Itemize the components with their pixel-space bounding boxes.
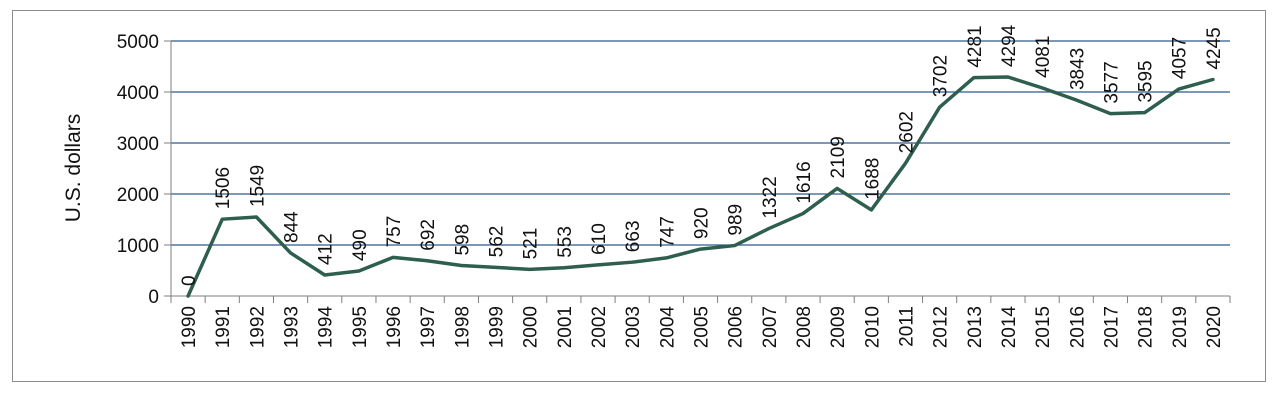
data-label-1990: 0	[179, 275, 200, 286]
data-label-2008: 1616	[794, 161, 815, 203]
x-tick-label-2006: 2006	[726, 306, 747, 348]
data-label-2007: 1322	[760, 176, 781, 218]
y-tick-label-3000: 3000	[117, 134, 159, 155]
data-label-2001: 553	[555, 226, 576, 258]
x-tick-label-2017: 2017	[1101, 306, 1122, 348]
x-tick-label-2001: 2001	[555, 306, 576, 348]
x-tick-label-2013: 2013	[965, 306, 986, 348]
data-label-1994: 412	[316, 233, 337, 265]
x-tick-label-2012: 2012	[931, 306, 952, 348]
x-tick-label-1993: 1993	[282, 306, 303, 348]
data-label-2009: 2109	[828, 136, 849, 178]
data-label-1997: 692	[418, 219, 439, 251]
y-tick-label-0: 0	[148, 287, 159, 308]
data-label-2020: 4245	[1204, 27, 1225, 69]
x-tick-label-1990: 1990	[179, 306, 200, 348]
x-tick-label-2005: 2005	[692, 306, 713, 348]
data-labels: 0 1506 1549 844 412 490 757 692 598 562 521 553 610 6…	[179, 24, 1225, 286]
data-label-1995: 490	[350, 229, 371, 261]
y-axis-label: U.S. dollars	[62, 114, 85, 223]
x-tick-label-2004: 2004	[657, 306, 678, 349]
y-tick-label-4000: 4000	[117, 83, 159, 104]
data-label-1992: 1549	[247, 165, 268, 207]
x-tick-label-1999: 1999	[487, 306, 508, 348]
data-label-1998: 598	[452, 224, 473, 256]
data-label-2016: 3843	[1067, 48, 1088, 90]
x-tick-label-2010: 2010	[862, 306, 883, 348]
data-label-1999: 562	[487, 226, 508, 258]
data-label-2000: 521	[521, 228, 542, 260]
x-tick-label-1998: 1998	[452, 306, 473, 348]
x-tick-label-1997: 1997	[418, 306, 439, 348]
data-label-1993: 844	[282, 211, 303, 243]
y-tick-label-1000: 1000	[117, 236, 159, 257]
x-tick-label-2002: 2002	[589, 306, 610, 348]
data-label-2006: 989	[726, 204, 747, 236]
x-tick-label-2011: 2011	[896, 306, 917, 347]
x-tick-label-2009: 2009	[828, 306, 849, 348]
data-label-1991: 1506	[213, 167, 234, 209]
x-tick-label-1992: 1992	[247, 306, 268, 348]
chart-frame	[12, 10, 1266, 382]
data-label-2014: 4294	[999, 24, 1020, 67]
gridlines	[171, 40, 1230, 246]
data-label-2011: 2602	[896, 111, 917, 153]
data-label-1996: 757	[384, 216, 405, 248]
x-tick-label-2003: 2003	[623, 306, 644, 348]
data-label-2019: 4057	[1170, 37, 1191, 79]
data-label-2003: 663	[623, 220, 644, 252]
data-label-2015: 4081	[1033, 36, 1054, 78]
x-tick-label-2016: 2016	[1067, 306, 1088, 348]
x-tick-label-1991: 1991	[213, 306, 234, 348]
data-label-2017: 3577	[1101, 61, 1122, 103]
x-tick-label-1996: 1996	[384, 306, 405, 348]
data-label-2002: 610	[589, 223, 610, 255]
data-label-2013: 4281	[965, 25, 986, 67]
x-tick-labels: 1990 1991 1992 1993 1994 1995 1996 1997 1998 1999…	[170, 296, 1231, 349]
x-tick-label-2008: 2008	[794, 306, 815, 348]
data-label-2018: 3595	[1136, 60, 1157, 102]
data-label-2012: 3702	[931, 55, 952, 97]
x-tick-label-2014: 2014	[999, 306, 1020, 349]
x-tick-label-2020: 2020	[1204, 306, 1225, 348]
series-group	[186, 75, 1215, 298]
x-tick-label-1995: 1995	[350, 306, 371, 348]
data-label-2005: 920	[692, 207, 713, 239]
x-tick-label-1994: 1994	[316, 306, 337, 349]
x-tick-label-2007: 2007	[760, 306, 781, 348]
x-tick-label-2019: 2019	[1170, 306, 1191, 348]
x-tick-label-2000: 2000	[521, 306, 542, 348]
series-line-0	[186, 75, 1215, 298]
y-tick-label-2000: 2000	[117, 185, 159, 206]
data-label-2010: 1688	[862, 158, 883, 200]
axes	[170, 41, 1230, 297]
data-label-2004: 747	[657, 216, 678, 248]
x-tick-label-2015: 2015	[1033, 306, 1054, 348]
y-tick-labels: 0 1000 2000 3000 4000 5000	[117, 32, 171, 308]
x-tick-label-2018: 2018	[1136, 306, 1157, 348]
y-tick-label-5000: 5000	[117, 32, 159, 53]
